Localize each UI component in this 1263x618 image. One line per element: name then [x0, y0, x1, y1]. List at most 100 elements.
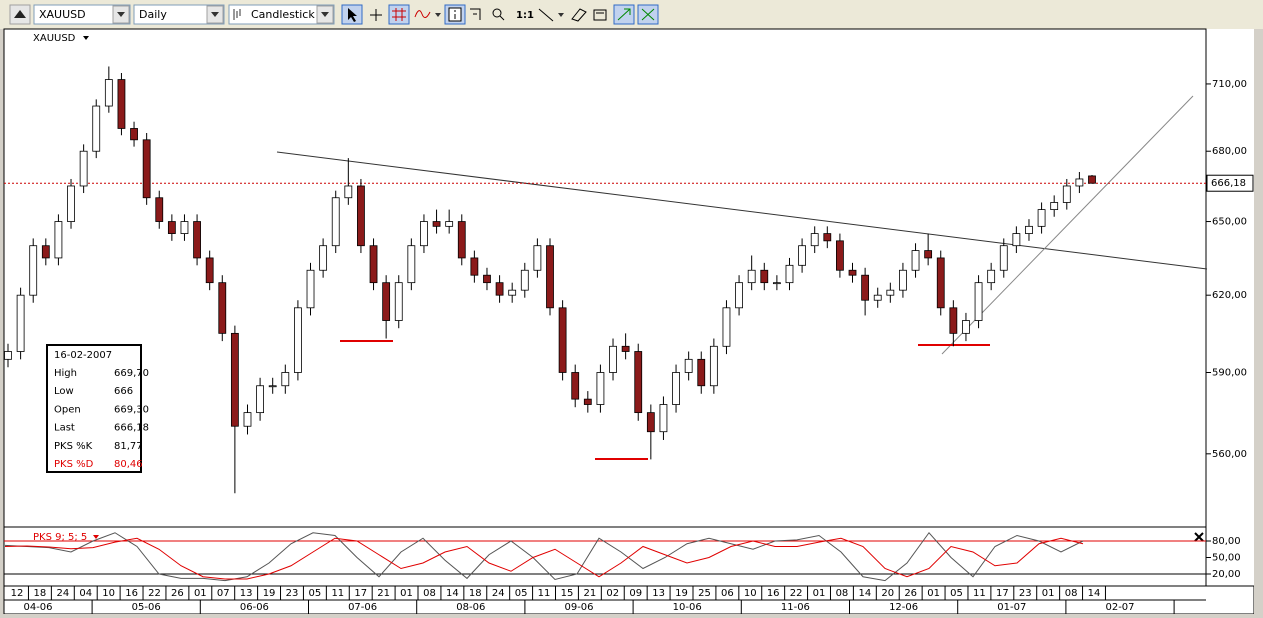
candle-body [810, 233, 819, 247]
y-tick-label: 560,00 [1212, 449, 1247, 460]
candle-body [659, 404, 668, 433]
grid-tool[interactable] [388, 4, 410, 25]
y-tick-label: 590,00 [1212, 367, 1247, 378]
icon [14, 10, 26, 18]
day-label: 05 [515, 588, 528, 599]
candle-body [735, 282, 743, 309]
line-tool[interactable] [538, 8, 554, 22]
candle-body [785, 264, 794, 284]
y-tick-label: 50,00 [1212, 553, 1241, 564]
chart-symbol[interactable]: XAUUSD [33, 33, 76, 44]
candle-body [760, 269, 769, 284]
month-label: 01-07 [997, 602, 1026, 613]
candle-body [457, 221, 466, 259]
zoom-reset[interactable]: 1:1 [516, 10, 534, 21]
style-dropdown[interactable] [228, 4, 335, 25]
candle-body [911, 250, 920, 271]
day-label: 16 [125, 588, 138, 599]
day-label: 19 [263, 588, 276, 599]
period-dropdown[interactable] [133, 4, 225, 25]
indicator-title[interactable]: PKS 9; 5; 5 [33, 532, 87, 543]
y-tick-label: 620,00 [1212, 290, 1247, 301]
candle-body [684, 358, 693, 373]
candle-body [369, 245, 378, 284]
symbol-dropdown[interactable] [33, 4, 131, 25]
eraser-tool[interactable] [571, 8, 587, 22]
day-label: 08 [423, 588, 436, 599]
day-label: 17 [354, 588, 367, 599]
candle-body [697, 358, 706, 387]
y-tick-label: 20,00 [1212, 569, 1241, 580]
icon [83, 36, 89, 40]
trend-line [941, 95, 1194, 355]
chart-area [4, 29, 1254, 586]
candle-body [798, 245, 806, 266]
info-date: 16-02-2007 [54, 350, 112, 361]
icon [435, 13, 441, 17]
candle-body [104, 79, 113, 107]
candle-body [319, 245, 328, 271]
candle-body [470, 257, 479, 276]
month-label: 09-06 [564, 602, 593, 613]
oscillator-line [4, 537, 1084, 580]
day-label: 13 [240, 588, 253, 599]
candle-body [256, 385, 264, 414]
zoom-tool[interactable] [492, 8, 502, 18]
day-label: 05 [950, 588, 963, 599]
candle-body [722, 307, 731, 347]
zoom-area-tool[interactable] [470, 8, 481, 20]
candle-body [962, 320, 970, 334]
candle-body [67, 185, 75, 222]
month-label: 08-06 [456, 602, 485, 613]
info-box [46, 344, 142, 473]
indicator-tool[interactable] [414, 10, 431, 18]
icon [617, 8, 631, 21]
candle-body [848, 269, 857, 276]
crosshair-tool[interactable] [370, 9, 382, 21]
candle-body [4, 351, 12, 360]
day-label: 18 [469, 588, 482, 599]
icon [211, 12, 219, 17]
month-label: 06-06 [240, 602, 269, 613]
info-value: 669,70 [114, 368, 149, 379]
marks: 560,00 590,00 620,00 650,00 680,00 710,00 666,… [4, 66, 1254, 614]
candle-body [29, 245, 38, 296]
day-label: 26 [904, 588, 917, 599]
symbol: XAUUSD [39, 8, 86, 21]
print-tool[interactable] [593, 9, 607, 21]
close-indicator[interactable] [1194, 532, 1204, 542]
info-value: 669,30 [114, 404, 149, 415]
chart-style: Candlestick [251, 8, 315, 21]
candle-body [836, 240, 844, 271]
candle-body [1062, 185, 1071, 203]
candle-body [495, 282, 504, 296]
period: Daily [139, 8, 167, 21]
candle-body [92, 105, 101, 152]
day-label: 09 [629, 588, 642, 599]
candle-body [1025, 225, 1033, 234]
month-label: 11-06 [781, 602, 810, 613]
trend-line [276, 151, 1208, 270]
icon [117, 12, 125, 17]
icon [499, 15, 505, 21]
icon [321, 12, 329, 17]
day-label: 01 [194, 588, 207, 599]
day-label: 23 [1019, 588, 1032, 599]
candle-body [924, 250, 933, 259]
icon [641, 8, 655, 21]
candle-body [420, 221, 428, 247]
info-value: 666 [114, 386, 133, 397]
day-label: 14 [858, 588, 871, 599]
day-label: 04 [79, 588, 92, 599]
candle-body [772, 282, 781, 285]
day-label: 22 [148, 588, 161, 599]
candle-body [167, 221, 176, 234]
candle-body [646, 412, 655, 433]
month-label: 04-06 [23, 602, 52, 613]
day-label: 15 [561, 588, 574, 599]
info-value: 81,77 [114, 441, 143, 452]
y-tick-label: 710,00 [1212, 79, 1247, 90]
candle-body [1050, 202, 1059, 210]
